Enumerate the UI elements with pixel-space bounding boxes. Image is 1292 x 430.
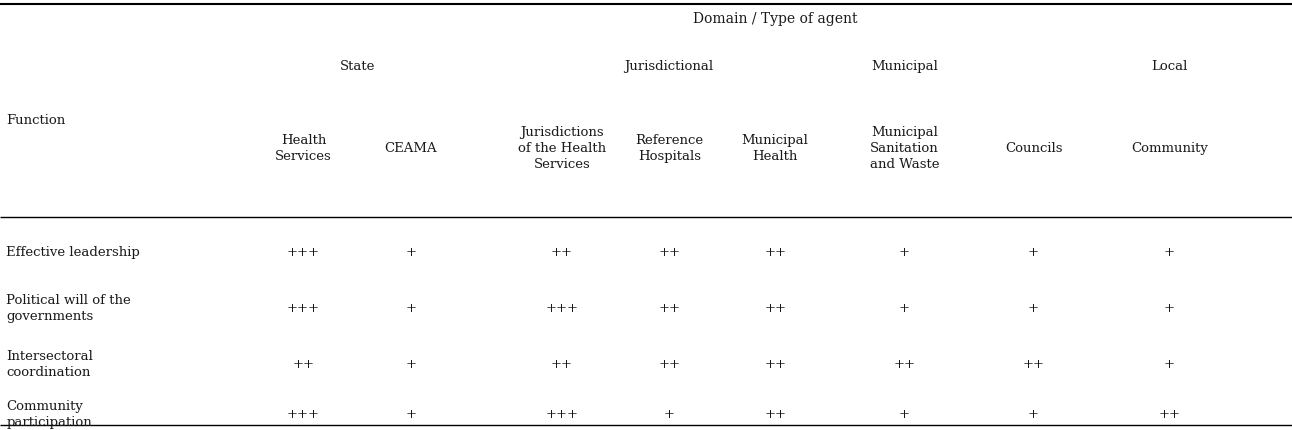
Text: Effective leadership: Effective leadership: [6, 245, 141, 258]
Text: Local: Local: [1151, 60, 1187, 73]
Text: ++: ++: [658, 245, 681, 258]
Text: +: +: [899, 407, 910, 420]
Text: Jurisdictions
of the Health
Services: Jurisdictions of the Health Services: [518, 126, 606, 171]
Text: ++: ++: [764, 301, 787, 314]
Text: CEAMA: CEAMA: [385, 142, 437, 155]
Text: +: +: [664, 407, 674, 420]
Text: ++: ++: [764, 407, 787, 420]
Text: +: +: [1164, 301, 1174, 314]
Text: ++: ++: [1022, 357, 1045, 370]
Text: Municipal
Sanitation
and Waste: Municipal Sanitation and Waste: [870, 126, 939, 171]
Text: +++: +++: [545, 407, 579, 420]
Text: +++: +++: [287, 301, 320, 314]
Text: +: +: [1028, 245, 1039, 258]
Text: ++: ++: [292, 357, 315, 370]
Text: Community: Community: [1130, 142, 1208, 155]
Text: Function: Function: [6, 114, 66, 127]
Text: ++: ++: [550, 245, 574, 258]
Text: Intersectoral
coordination: Intersectoral coordination: [6, 349, 93, 378]
Text: +: +: [406, 407, 416, 420]
Text: Domain / Type of agent: Domain / Type of agent: [693, 12, 858, 26]
Text: +: +: [406, 357, 416, 370]
Text: Municipal: Municipal: [871, 60, 938, 73]
Text: +: +: [406, 245, 416, 258]
Text: +: +: [1164, 245, 1174, 258]
Text: ++: ++: [658, 357, 681, 370]
Text: ++: ++: [550, 357, 574, 370]
Text: +: +: [1164, 357, 1174, 370]
Text: +: +: [1028, 407, 1039, 420]
Text: Jurisdictional: Jurisdictional: [624, 60, 713, 73]
Text: ++: ++: [893, 357, 916, 370]
Text: ++: ++: [658, 301, 681, 314]
Text: Municipal
Health: Municipal Health: [742, 134, 809, 163]
Text: State: State: [340, 60, 375, 73]
Text: ++: ++: [764, 245, 787, 258]
Text: Community
participation: Community participation: [6, 399, 92, 428]
Text: +++: +++: [287, 407, 320, 420]
Text: Health
Services: Health Services: [275, 134, 332, 163]
Text: +: +: [406, 301, 416, 314]
Text: +++: +++: [287, 245, 320, 258]
Text: Councils: Councils: [1005, 142, 1062, 155]
Text: +++: +++: [545, 301, 579, 314]
Text: +: +: [899, 301, 910, 314]
Text: +: +: [1028, 301, 1039, 314]
Text: Reference
Hospitals: Reference Hospitals: [636, 134, 703, 163]
Text: +: +: [899, 245, 910, 258]
Text: ++: ++: [1158, 407, 1181, 420]
Text: ++: ++: [764, 357, 787, 370]
Text: Political will of the
governments: Political will of the governments: [6, 293, 132, 322]
